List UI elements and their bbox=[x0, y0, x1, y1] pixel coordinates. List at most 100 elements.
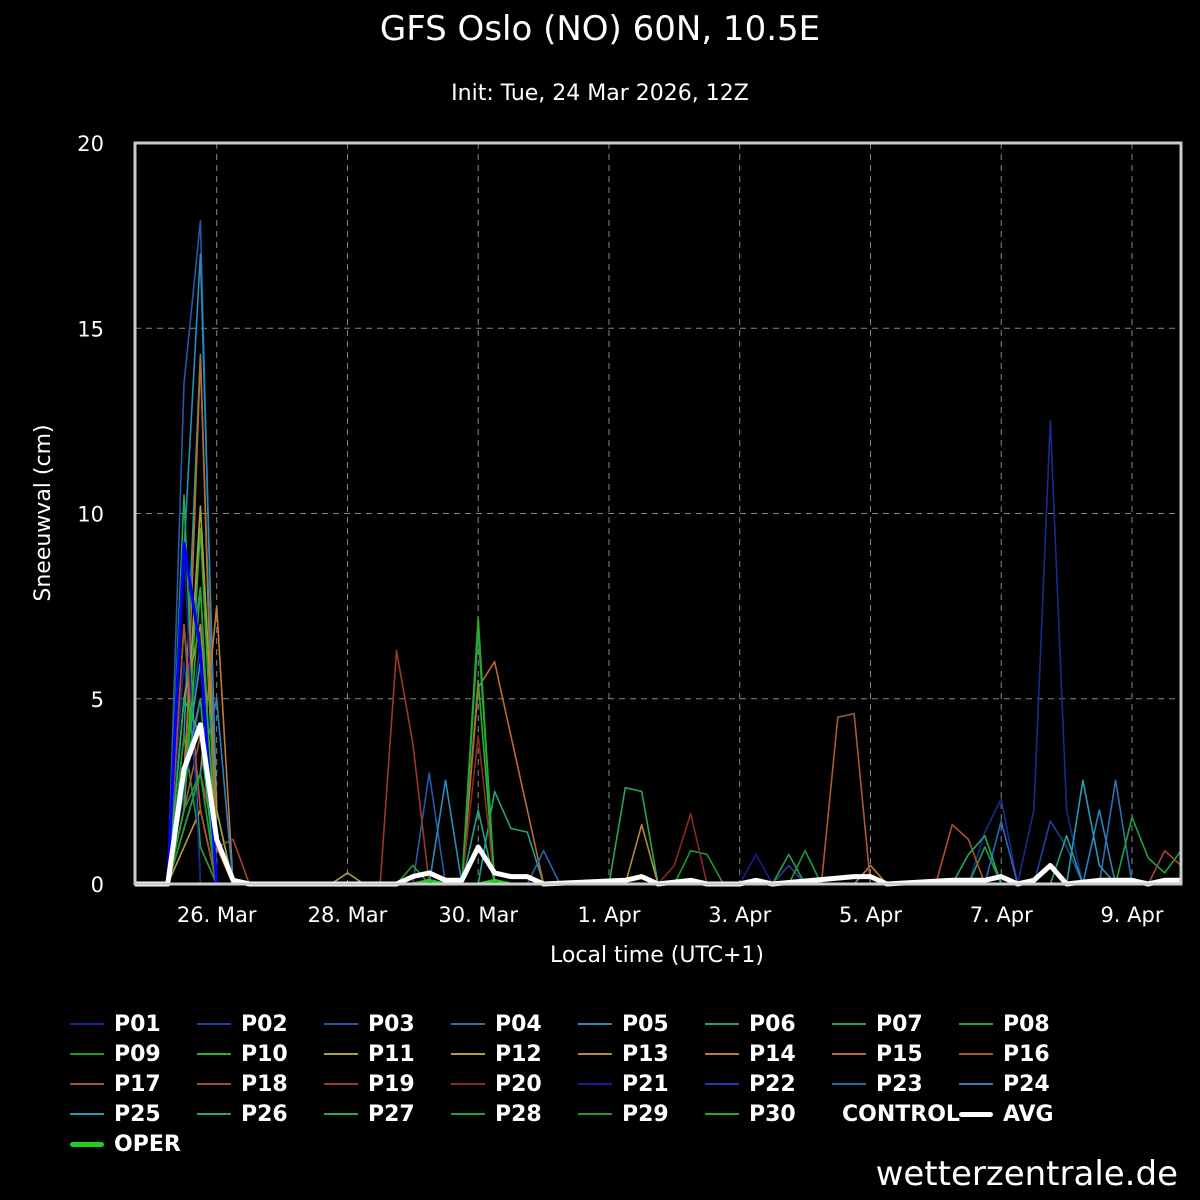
legend-label: P08 bbox=[1003, 1011, 1050, 1037]
legend-label: P28 bbox=[495, 1101, 542, 1127]
x-axis-label: Local time (UTC+1) bbox=[550, 943, 764, 968]
series-lines bbox=[135, 220, 1182, 887]
series-line-avg bbox=[135, 722, 1181, 887]
legend-item-p30: P30 bbox=[705, 1100, 832, 1128]
legend-swatch bbox=[197, 1023, 231, 1025]
y-tick-label: 5 bbox=[91, 688, 104, 712]
legend-swatch bbox=[959, 1111, 993, 1117]
legend-swatch bbox=[959, 1023, 993, 1025]
legend-label: P03 bbox=[368, 1011, 415, 1037]
series-line-p17 bbox=[166, 623, 986, 885]
legend-label: P21 bbox=[622, 1071, 669, 1097]
legend-label: P07 bbox=[876, 1011, 923, 1037]
legend-item-p29: P29 bbox=[578, 1100, 705, 1128]
legend-item-p18: P18 bbox=[197, 1070, 324, 1098]
legend-swatch bbox=[578, 1023, 612, 1025]
x-tick-label: 7. Apr bbox=[970, 903, 1033, 927]
legend-item-p07: P07 bbox=[832, 1010, 959, 1038]
series-line-p09 bbox=[166, 623, 725, 885]
legend-swatch bbox=[197, 1113, 231, 1115]
legend-item-p09: P09 bbox=[70, 1040, 197, 1068]
legend-item-p01: P01 bbox=[70, 1010, 197, 1038]
legend-item-p25: P25 bbox=[70, 1100, 197, 1128]
legend-swatch bbox=[705, 1083, 739, 1085]
x-tick-label: 3. Apr bbox=[708, 903, 771, 927]
y-tick-label: 20 bbox=[77, 132, 104, 156]
legend-swatch bbox=[451, 1113, 485, 1115]
legend-label: P29 bbox=[622, 1101, 669, 1127]
legend-label: P20 bbox=[495, 1071, 542, 1097]
series-line-p20 bbox=[461, 734, 708, 885]
legend-label: P12 bbox=[495, 1041, 542, 1067]
legend-item-avg: AVG bbox=[959, 1100, 1086, 1128]
legend-label: P16 bbox=[1003, 1041, 1050, 1067]
legend-swatch bbox=[70, 1023, 104, 1025]
x-tick-labels: 26. Mar 28. Mar 30. Mar 1. Apr 3. Apr 5. Apr 7… bbox=[177, 903, 1164, 927]
legend-label: P26 bbox=[241, 1101, 288, 1127]
legend-label: P02 bbox=[241, 1011, 288, 1037]
series-line-p26 bbox=[166, 697, 1084, 885]
plot-frame bbox=[133, 141, 1183, 886]
legend-swatch bbox=[578, 1113, 612, 1115]
y-tick-label: 15 bbox=[77, 317, 104, 341]
legend-label: P14 bbox=[749, 1041, 796, 1067]
series-line-p15 bbox=[166, 357, 545, 885]
legend-item-p15: P15 bbox=[832, 1040, 959, 1068]
legend-label: P13 bbox=[622, 1041, 669, 1067]
legend-swatch bbox=[197, 1083, 231, 1085]
legend-swatch bbox=[578, 1083, 612, 1085]
legend-item-p05: P05 bbox=[578, 1010, 705, 1038]
series-line-p16 bbox=[166, 712, 872, 885]
legend-label: P23 bbox=[876, 1071, 923, 1097]
legend-label: AVG bbox=[1003, 1101, 1054, 1127]
legend-swatch bbox=[959, 1083, 993, 1085]
series-line-p08 bbox=[166, 623, 1182, 885]
x-tick-label: 28. Mar bbox=[308, 903, 388, 927]
legend-item-p06: P06 bbox=[705, 1010, 832, 1038]
legend-swatch bbox=[324, 1023, 358, 1025]
y-tick-labels: 0 5 10 15 20 bbox=[77, 132, 104, 897]
legend-item-p02: P02 bbox=[197, 1010, 324, 1038]
x-tick-label: 5. Apr bbox=[839, 903, 902, 927]
series-line-p06 bbox=[166, 353, 545, 885]
legend-swatch bbox=[832, 1023, 866, 1025]
legend-label: P05 bbox=[622, 1011, 669, 1037]
legend-item-p11: P11 bbox=[324, 1040, 451, 1068]
series-line-p14 bbox=[166, 605, 888, 885]
series-line-p27 bbox=[166, 697, 1002, 885]
legend-swatch bbox=[451, 1053, 485, 1055]
legend-item-p23: P23 bbox=[832, 1070, 959, 1098]
legend-label: P17 bbox=[114, 1071, 161, 1097]
legend-label: P04 bbox=[495, 1011, 542, 1037]
grid bbox=[135, 143, 1181, 884]
legend-swatch bbox=[705, 1053, 739, 1055]
legend-label: P22 bbox=[749, 1071, 796, 1097]
y-tick-label: 10 bbox=[77, 503, 104, 527]
legend-swatch bbox=[70, 1141, 104, 1147]
y-axis-label: Sneeuwval (cm) bbox=[31, 424, 56, 601]
legend-label: P19 bbox=[368, 1071, 415, 1097]
legend-item-p12: P12 bbox=[451, 1040, 578, 1068]
legend-swatch bbox=[705, 1113, 739, 1115]
legend-label: P01 bbox=[114, 1011, 161, 1037]
series-line-p13 bbox=[166, 623, 659, 885]
legend-item-p28: P28 bbox=[451, 1100, 578, 1128]
legend-swatch bbox=[959, 1053, 993, 1055]
chart-subtitle: Init: Tue, 24 Mar 2026, 12Z bbox=[451, 81, 749, 106]
legend-swatch bbox=[70, 1083, 104, 1085]
legend-swatch bbox=[70, 1113, 104, 1115]
legend-label: P18 bbox=[241, 1071, 288, 1097]
legend-item-p10: P10 bbox=[197, 1040, 324, 1068]
chart-title: GFS Oslo (NO) 60N, 10.5E bbox=[380, 9, 820, 49]
legend-label: CONTROL bbox=[842, 1101, 960, 1127]
series-line-p01 bbox=[166, 420, 1084, 885]
legend-label: P27 bbox=[368, 1101, 415, 1127]
legend-item-p27: P27 bbox=[324, 1100, 451, 1128]
legend-swatch bbox=[324, 1053, 358, 1055]
legend-swatch bbox=[451, 1023, 485, 1025]
x-tick-label: 9. Apr bbox=[1100, 903, 1163, 927]
legend-swatch bbox=[451, 1083, 485, 1085]
y-tick-label: 0 bbox=[91, 873, 104, 897]
series-line-p19 bbox=[379, 649, 430, 885]
